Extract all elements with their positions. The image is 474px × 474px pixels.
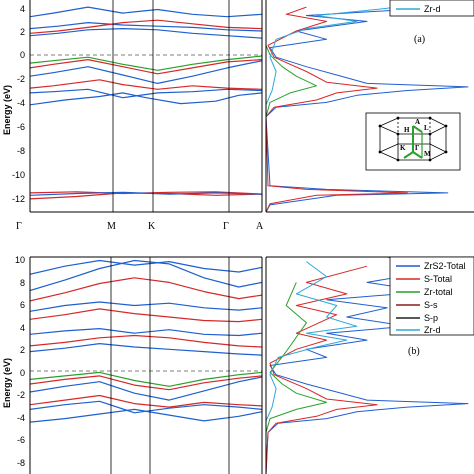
bz-label-l: L (424, 124, 429, 132)
ytick-a-0: 4 (20, 4, 25, 14)
band-line-4 (30, 88, 262, 99)
dos-curve-2 (266, 45, 317, 117)
panel-b: Energy (eV) 10 8 6 4 2 0 -2 -4 -6 -8 ZrS… (2, 255, 474, 474)
legend-b-label-s-p: S-p (424, 313, 438, 323)
band-line-11 (30, 277, 262, 302)
legend-b: ZrS2-Total S-Total Zr-total S-s S-p Zr-d (389, 256, 474, 336)
brillouin-zone-diagram: H L A Γ K M (365, 112, 461, 171)
band-line-6 (30, 343, 262, 356)
band-line-3 (30, 92, 262, 106)
legend-a-label-zr-d: Zr-d (424, 4, 441, 14)
band-line-13 (30, 259, 262, 275)
legend-b-label-zr-total: Zr-total (424, 287, 453, 297)
ytick-b-4: 2 (20, 345, 25, 355)
dos-curve-1 (266, 6, 408, 212)
legend-b-label-s-s: S-s (424, 300, 438, 310)
band-line-12 (30, 259, 262, 292)
kpoint-label-k: K (148, 221, 156, 232)
bz-label-h: H (404, 126, 410, 134)
ytick-b-5: 0 (20, 368, 25, 378)
dos-curve-3 (266, 1, 428, 105)
kpoint-label-m: M (107, 221, 116, 232)
band-line-10 (30, 22, 262, 32)
ytick-b-1: 8 (20, 278, 25, 288)
band-line-8 (30, 328, 262, 337)
dos-curve-0 (266, 257, 469, 474)
band-line-3 (30, 376, 262, 401)
legend-b-label-zr-d: Zr-d (424, 325, 441, 335)
ytick-b-0: 10 (15, 255, 25, 265)
panel-a-label: (a) (414, 34, 425, 45)
kpoint-label-gamma-2: Γ (223, 221, 229, 232)
band-line-4 (30, 375, 262, 391)
ytick-b-9: -8 (17, 458, 25, 468)
ytick-b-3: 4 (20, 323, 25, 333)
band-line-12 (30, 6, 262, 18)
panel-a: Energy (eV) 4 2 0 -2 -4 -6 -8 -10 -12 Γ … (2, 0, 474, 232)
band-line-5 (30, 371, 262, 387)
panel-b-bands (30, 259, 262, 423)
band-line-2 (30, 191, 262, 196)
band-line-9 (30, 308, 262, 323)
bz-label-m: M (424, 150, 431, 158)
legend-b-label-zrs2-total: ZrS2-Total (424, 261, 466, 271)
dos-curve-2 (266, 282, 328, 433)
band-line-10 (30, 301, 262, 312)
panel-a-ylabel: Energy (eV) (2, 85, 12, 135)
ytick-a-3: -2 (17, 74, 25, 84)
bz-label-a: A (415, 118, 420, 126)
ytick-a-5: -6 (17, 122, 25, 132)
legend-a: Zr-d (389, 0, 474, 17)
ytick-b-2: 6 (20, 300, 25, 310)
band-line-11 (30, 19, 262, 34)
kpoint-label-gamma-1: Γ (16, 221, 22, 232)
ytick-b-8: -6 (17, 435, 25, 445)
bz-label-k: K (400, 144, 406, 152)
ytick-a-7: -10 (12, 170, 25, 180)
kpoint-label-a: A (256, 221, 264, 232)
band-line-2 (30, 394, 262, 408)
ytick-b-7: -4 (17, 413, 25, 423)
ytick-b-6: -2 (17, 390, 25, 400)
panel-a-axes (29, 0, 474, 213)
panel-b-label: (b) (408, 346, 420, 357)
ytick-a-4: -4 (17, 98, 25, 108)
legend-b-label-s-total: S-Total (424, 274, 452, 284)
panel-b-ylabel: Energy (eV) (2, 358, 12, 408)
dos-curve-0 (266, 1, 469, 212)
ytick-a-6: -8 (17, 146, 25, 156)
band-line-1 (30, 400, 262, 414)
dos-curve-1 (266, 265, 378, 474)
band-line-7 (30, 334, 262, 348)
ytick-a-1: 2 (20, 27, 25, 37)
panel-b-dos (266, 257, 469, 474)
panel-a-bands (30, 6, 262, 200)
ytick-a-8: -12 (12, 194, 25, 204)
dos-curve-3 (266, 261, 358, 422)
band-line-5 (30, 79, 262, 90)
band-line-8 (30, 55, 262, 71)
band-line-0 (30, 408, 262, 423)
band-line-6 (30, 60, 262, 85)
band-line-9 (30, 28, 262, 39)
panel-a-dos (266, 1, 469, 212)
ytick-a-2: 0 (20, 50, 25, 60)
panel-b-axes (29, 256, 474, 474)
band-line-7 (30, 58, 262, 75)
bz-label-gamma: Γ (415, 144, 420, 152)
